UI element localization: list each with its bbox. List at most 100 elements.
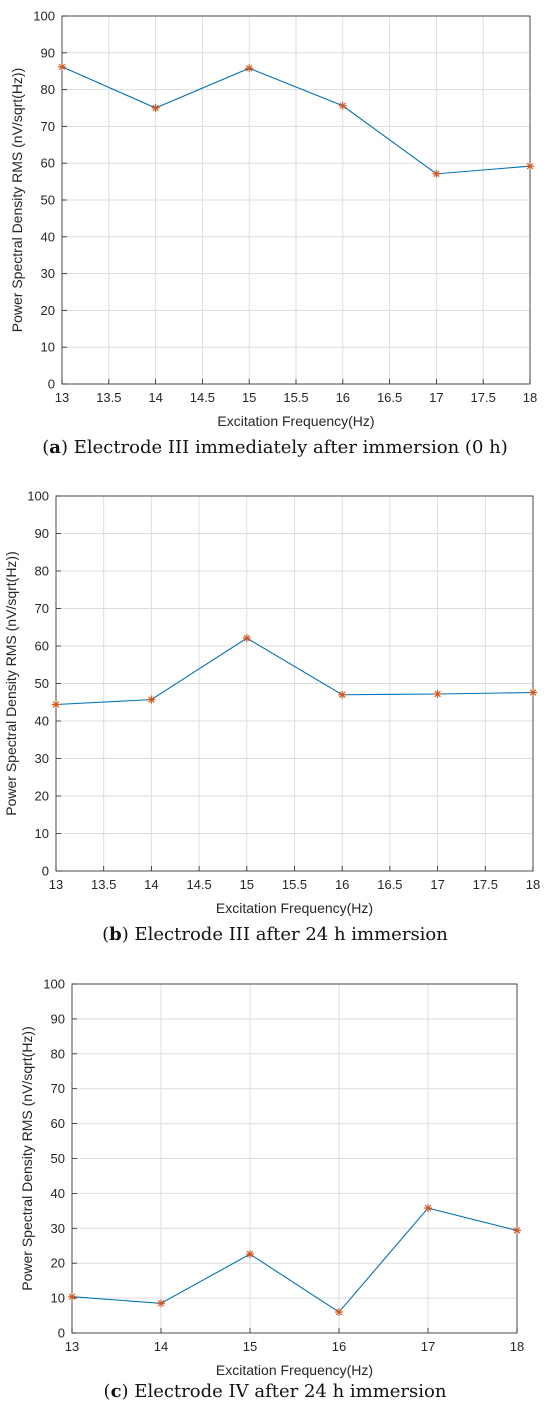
- x-tick-label: 17: [421, 1339, 435, 1354]
- grid-b: [55, 495, 534, 872]
- caption-a-text: Electrode III immediately after immersio…: [67, 437, 508, 458]
- x-tick-label: 15.5: [283, 390, 308, 405]
- data-point: [246, 1250, 254, 1259]
- data-point: [58, 62, 66, 71]
- series-line: [61, 66, 531, 175]
- x-tick-label: 14: [144, 877, 158, 892]
- data-point: [338, 101, 347, 110]
- x-tick-label: 14: [154, 1339, 168, 1354]
- data-point: [52, 700, 60, 709]
- y-tick-label: 10: [35, 826, 49, 841]
- y-tick-label: 60: [51, 1116, 65, 1131]
- caption-b: (b) Electrode III after 24 h immersion: [102, 924, 448, 945]
- x-tick-label: 16: [335, 877, 349, 892]
- y-tick-label: 80: [51, 1046, 65, 1061]
- x-tick-label: 18: [510, 1339, 524, 1354]
- data-point: [151, 104, 160, 112]
- x-tick-label: 18: [523, 390, 537, 405]
- data-point: [335, 1308, 343, 1317]
- y-tick-label: 50: [41, 193, 55, 208]
- y-tick-label: 60: [35, 639, 49, 654]
- x-tick-label: 16: [332, 1339, 346, 1354]
- y-tick-label: 80: [41, 82, 55, 97]
- y-tick-label: 20: [51, 1256, 65, 1271]
- y-tick-label: 100: [33, 9, 55, 24]
- y-tick-label: 60: [41, 156, 55, 171]
- x-tick-label: 13: [55, 390, 69, 405]
- y-tick-label: 0: [48, 377, 55, 392]
- y-tick-label: 10: [41, 340, 55, 355]
- caption-a-tag: a: [49, 437, 61, 458]
- x-tick-label: 17: [429, 390, 443, 405]
- series-line: [55, 637, 534, 706]
- x-tick-label: 14: [148, 390, 162, 405]
- data-point: [433, 690, 442, 698]
- x-tick-label: 16.5: [377, 390, 402, 405]
- x-axis-title: Excitation Frequency(Hz): [216, 900, 373, 916]
- data-point: [147, 695, 156, 704]
- data-point: [424, 1204, 432, 1213]
- chart-panel-a: 13 13.5 14 14.5 15 15.5 16 16.5 17 17.5 18 0 10 20 30 4…: [0, 0, 550, 470]
- y-tick-label: 90: [41, 45, 55, 60]
- y-tick-label: 90: [51, 1011, 65, 1026]
- x-tick-label: 17.5: [471, 390, 496, 405]
- grid-c: [71, 983, 518, 1334]
- y-tick-label: 40: [35, 714, 49, 729]
- y-tick-label: 40: [41, 229, 55, 244]
- y-tick-label: 30: [51, 1221, 65, 1236]
- data-point: [432, 169, 441, 178]
- y-tick-label: 30: [41, 266, 55, 281]
- data-point: [526, 162, 534, 171]
- x-axis-title: Excitation Frequency(Hz): [216, 1362, 373, 1378]
- y-tick-label: 10: [51, 1291, 65, 1306]
- x-tick-label: 16.5: [377, 877, 402, 892]
- y-tick-label: 20: [35, 789, 49, 804]
- y-axis-title: Power Spectral Density RMS (nV/sqrt(Hz)): [9, 68, 25, 333]
- caption-c: (c) Electrode IV after 24 h immersion: [103, 1381, 447, 1402]
- caption-b-tag: b: [109, 924, 122, 945]
- y-tick-label: 0: [58, 1326, 65, 1341]
- y-tick-label: 50: [35, 676, 49, 691]
- y-tick-label: 70: [35, 601, 49, 616]
- data-point: [68, 1292, 76, 1301]
- y-tick-label: 40: [51, 1186, 65, 1201]
- y-tick-label: 100: [43, 977, 65, 992]
- chart-b: 13 13.5 14 14.5 15 15.5 16 16.5 17 17.5 18 0 10 20 30 4…: [3, 489, 540, 917]
- data-point: [513, 1226, 521, 1235]
- x-axis-title: Excitation Frequency(Hz): [217, 413, 374, 429]
- data-point: [338, 690, 347, 699]
- y-tick-label: 70: [51, 1081, 65, 1096]
- x-tick-label: 18: [526, 877, 540, 892]
- x-tick-label: 14.5: [190, 390, 215, 405]
- caption-a: (a) Electrode III immediately after imme…: [42, 437, 508, 458]
- series-line: [71, 1207, 518, 1313]
- chart-panel-c: 13 14 15 16 17 18 0 10 20 30 40 50 60 70 80 90 100 Excita…: [0, 965, 550, 1417]
- caption-b-text: Electrode III after 24 h immersion: [128, 924, 448, 945]
- chart-panel-b: 13 13.5 14 14.5 15 15.5 16 16.5 17 17.5 18 0 10 20 30 4…: [0, 480, 550, 960]
- x-tick-label: 13.5: [96, 390, 121, 405]
- y-tick-label: 90: [35, 526, 49, 541]
- x-tick-label: 13: [49, 877, 63, 892]
- y-tick-label: 30: [35, 751, 49, 766]
- data-point: [157, 1299, 165, 1308]
- data-point: [245, 64, 254, 73]
- y-tick-label: 50: [51, 1151, 65, 1166]
- caption-c-tag: c: [110, 1381, 122, 1402]
- x-tick-label: 15: [243, 1339, 257, 1354]
- x-tick-label: 13.5: [91, 877, 116, 892]
- y-tick-label: 80: [35, 564, 49, 579]
- data-point: [242, 634, 251, 643]
- x-tick-label: 16: [336, 390, 350, 405]
- y-axis-title: Power Spectral Density RMS (nV/sqrt(Hz)): [19, 1026, 35, 1291]
- data-point: [529, 688, 537, 697]
- y-tick-label: 70: [41, 119, 55, 134]
- y-axis-title: Power Spectral Density RMS (nV/sqrt(Hz)): [3, 551, 19, 816]
- y-tick-label: 20: [41, 303, 55, 318]
- x-tick-label: 15: [242, 390, 256, 405]
- y-tick-label: 0: [42, 864, 49, 879]
- y-tick-label: 100: [27, 489, 49, 504]
- chart-c: 13 14 15 16 17 18 0 10 20 30 40 50 60 70 80 90 100 Excita…: [19, 977, 524, 1379]
- x-tick-label: 15.5: [282, 877, 307, 892]
- caption-c-text: Electrode IV after 24 h immersion: [128, 1381, 447, 1402]
- chart-a: 13 13.5 14 14.5 15 15.5 16 16.5 17 17.5 18 0 10 20 30 4…: [9, 9, 537, 430]
